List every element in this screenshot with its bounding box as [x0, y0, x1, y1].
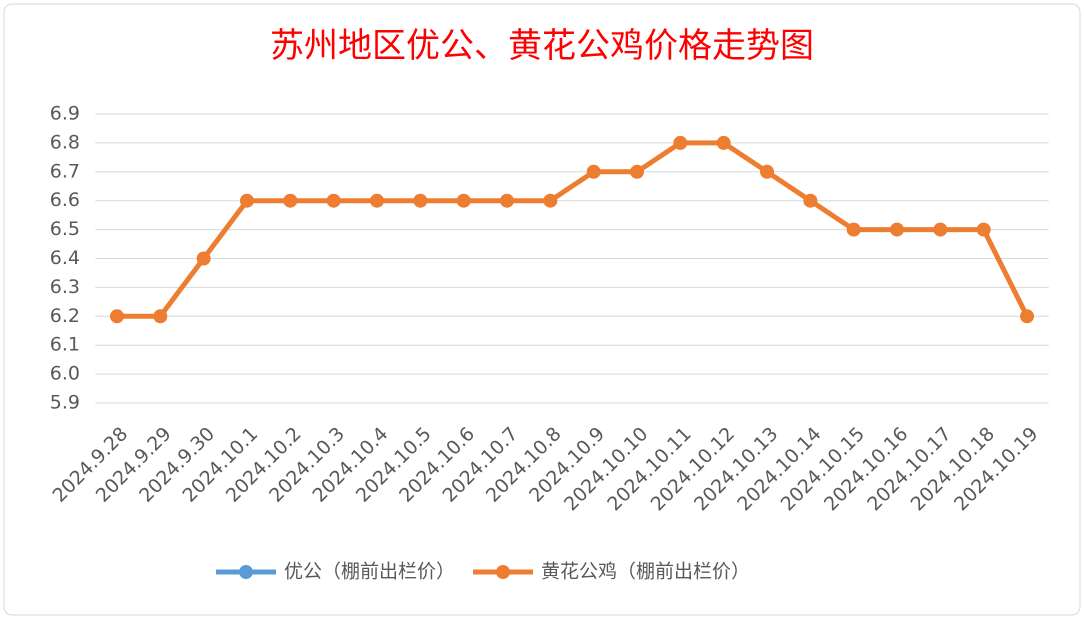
data-point — [630, 164, 645, 179]
y-tick-label: 6.3 — [50, 276, 80, 298]
y-tick-label: 6.5 — [50, 218, 80, 240]
y-tick-label: 6.1 — [50, 334, 80, 356]
series-line — [116, 140, 1030, 319]
y-tick-label: 6.8 — [50, 131, 80, 153]
data-point — [326, 193, 341, 208]
data-point — [109, 309, 124, 324]
data-point — [846, 222, 861, 237]
legend-marker — [239, 565, 253, 579]
data-point — [369, 193, 384, 208]
y-tick-label: 6.4 — [50, 247, 80, 269]
y-tick-label: 5.9 — [50, 392, 80, 414]
legend-marker — [496, 565, 511, 579]
legend-label: 黄花公鸡（棚前出栏价） — [541, 561, 750, 583]
data-point — [283, 193, 298, 208]
data-point — [543, 193, 558, 208]
chart-frame — [3, 3, 1081, 616]
legend-label: 优公（棚前出栏价） — [284, 561, 455, 583]
data-point — [760, 164, 775, 179]
data-point — [239, 193, 254, 208]
data-point — [673, 135, 688, 150]
data-point — [413, 193, 428, 208]
legend-item: 黄花公鸡（棚前出栏价） — [473, 561, 750, 583]
data-point — [153, 309, 168, 324]
data-point — [586, 164, 601, 179]
data-point — [716, 135, 731, 150]
y-tick-label: 6.6 — [50, 189, 80, 211]
data-point — [456, 193, 471, 208]
legend-item: 优公（棚前出栏价） — [216, 561, 455, 583]
y-tick-label: 6.9 — [50, 103, 80, 125]
y-tick-label: 6.2 — [50, 305, 80, 327]
data-point — [976, 222, 991, 237]
chart-title: 苏州地区优公、黄花公鸡价格走势图 — [270, 26, 814, 66]
y-tick-label: 6.0 — [50, 363, 80, 385]
data-point — [803, 193, 818, 208]
data-point — [933, 222, 948, 237]
data-point — [196, 251, 211, 266]
data-point — [499, 193, 514, 208]
y-tick-label: 6.7 — [50, 160, 80, 182]
data-point — [1020, 309, 1035, 324]
data-point — [890, 222, 905, 237]
